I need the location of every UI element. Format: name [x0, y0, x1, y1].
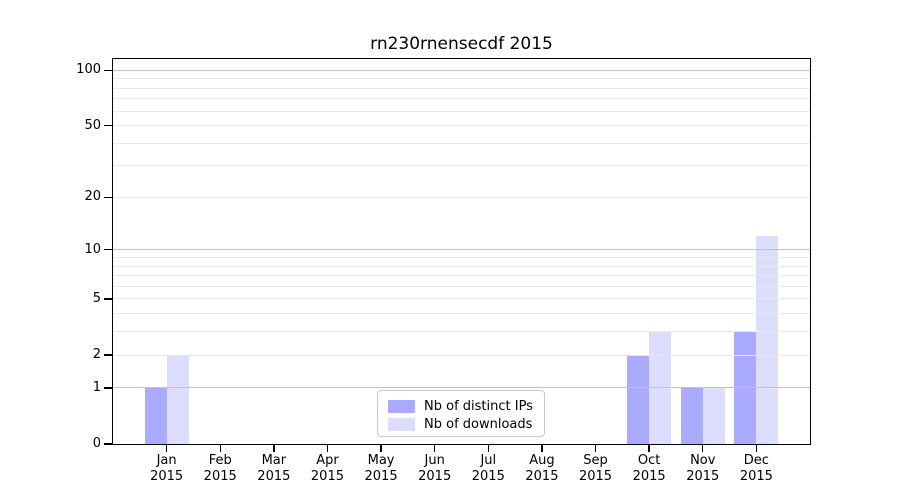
y-tick-20 [104, 196, 112, 199]
x-tick-label-nov: Nov 2015 [671, 453, 735, 485]
x-tick-month: Mar [261, 453, 287, 468]
bar-distinct-ips-nov [680, 387, 703, 444]
x-tick-feb [219, 445, 221, 453]
bar-downloads-nov [702, 387, 725, 444]
y-gridline-minor-40 [113, 142, 810, 144]
x-tick-year: 2015 [257, 469, 291, 484]
x-tick-label-mar: Mar 2015 [242, 453, 306, 485]
y-tick-5 [104, 298, 112, 300]
y-tick-label-5: 5 [92, 290, 101, 306]
x-tick-month: Dec [743, 453, 769, 468]
y-gridline-minor-90 [113, 78, 810, 80]
x-tick-dec [755, 445, 758, 453]
bar-distinct-ips-oct [627, 355, 650, 444]
y-tick-50 [104, 124, 112, 127]
y-tick-label-0: 0 [92, 436, 101, 451]
y-gridline-minor-3 [113, 331, 810, 333]
y-tick-label-10: 10 [84, 241, 101, 257]
legend: Nb of distinct IPs Nb of downloads [377, 390, 545, 437]
y-gridline-50 [113, 125, 810, 127]
x-tick-month: Feb [208, 453, 232, 468]
y-tick-label-1: 1 [92, 379, 101, 395]
chart-title: rn230rnensecdf 2015 [370, 34, 553, 54]
legend-label-distinct-ips: Nb of distinct IPs [424, 398, 533, 414]
x-tick-label-aug: Aug 2015 [510, 453, 574, 485]
x-tick-may [380, 445, 382, 453]
y-gridline-minor-9 [113, 257, 810, 258]
x-tick-label-apr: Apr 2015 [295, 453, 359, 485]
y-gridline-2 [113, 354, 810, 356]
y-tick-100 [104, 69, 112, 71]
x-tick-oct [648, 445, 650, 453]
legend-item-distinct-ips: Nb of distinct IPs [388, 398, 544, 414]
x-tick-label-jun: Jun 2015 [403, 453, 467, 485]
y-gridline-10 [113, 249, 810, 251]
x-tick-sep [594, 445, 597, 453]
x-tick-jun [433, 445, 436, 453]
x-tick-aug [541, 445, 543, 453]
x-tick-month: Oct [637, 453, 661, 468]
y-gridline-5 [113, 298, 810, 300]
x-tick-year: 2015 [525, 469, 559, 484]
x-tick-month: Sep [583, 453, 608, 468]
x-tick-label-dec: Dec 2015 [724, 453, 788, 485]
x-tick-jul [487, 445, 489, 453]
x-tick-month: Nov [690, 453, 716, 468]
y-tick-0 [104, 443, 112, 445]
y-gridline-20 [113, 196, 810, 198]
x-tick-label-feb: Feb 2015 [188, 453, 252, 485]
y-tick-10 [104, 249, 112, 251]
legend-label-downloads: Nb of downloads [424, 416, 533, 432]
x-tick-year: 2015 [364, 469, 398, 484]
x-tick-year: 2015 [310, 469, 344, 484]
bar-downloads-dec [756, 236, 779, 444]
x-tick-label-jan: Jan 2015 [135, 453, 199, 485]
legend-swatch-distinct-ips-icon [388, 399, 415, 413]
x-tick-label-oct: Oct 2015 [617, 453, 681, 485]
x-tick-month: Apr [316, 453, 339, 468]
y-gridline-minor-4 [113, 313, 810, 315]
x-tick-nov [702, 445, 704, 453]
x-tick-label-may: May 2015 [349, 453, 413, 485]
y-gridline-minor-60 [113, 110, 810, 112]
x-tick-mar [273, 445, 275, 453]
x-tick-month: Aug [529, 453, 555, 468]
x-tick-year: 2015 [632, 469, 666, 484]
x-tick-year: 2015 [739, 469, 773, 484]
y-tick-label-2: 2 [92, 347, 101, 363]
y-gridline-100 [113, 69, 810, 71]
legend-item-downloads: Nb of downloads [388, 416, 544, 432]
x-tick-month: May [367, 453, 395, 468]
x-tick-label-jul: Jul 2015 [456, 453, 520, 485]
y-gridline-1 [113, 387, 810, 389]
y-tick-label-100: 100 [76, 62, 101, 78]
y-tick-label-50: 50 [84, 117, 101, 133]
x-tick-year: 2015 [578, 469, 613, 484]
y-gridline-minor-7 [113, 275, 810, 277]
legend-swatch-downloads-icon [388, 417, 415, 431]
x-tick-jan [165, 445, 168, 453]
y-gridline-minor-8 [113, 265, 810, 267]
x-tick-year: 2015 [203, 469, 237, 484]
y-tick-label-20: 20 [84, 189, 101, 205]
x-tick-year: 2015 [150, 469, 184, 484]
x-tick-month: Jul [480, 453, 497, 468]
bar-distinct-ips-jan [144, 387, 167, 444]
plot-area: Nb of distinct IPs Nb of downloads 0 1 2 5 1… [76, 58, 811, 484]
y-gridline-minor-70 [113, 98, 810, 100]
y-gridline-minor-6 [113, 285, 810, 287]
y-gridline-minor-30 [113, 165, 810, 167]
y-gridline-minor-80 [113, 87, 810, 89]
x-tick-year: 2015 [471, 469, 505, 484]
x-tick-year: 2015 [418, 469, 452, 484]
y-tick-2 [104, 354, 112, 356]
x-tick-apr [326, 445, 329, 453]
bar-downloads-jan [166, 355, 189, 444]
x-tick-label-sep: Sep 2015 [564, 453, 628, 485]
y-tick-1 [104, 387, 112, 389]
x-tick-year: 2015 [686, 469, 720, 484]
x-tick-month: Jan [156, 453, 177, 468]
x-tick-month: Jun [424, 453, 445, 468]
